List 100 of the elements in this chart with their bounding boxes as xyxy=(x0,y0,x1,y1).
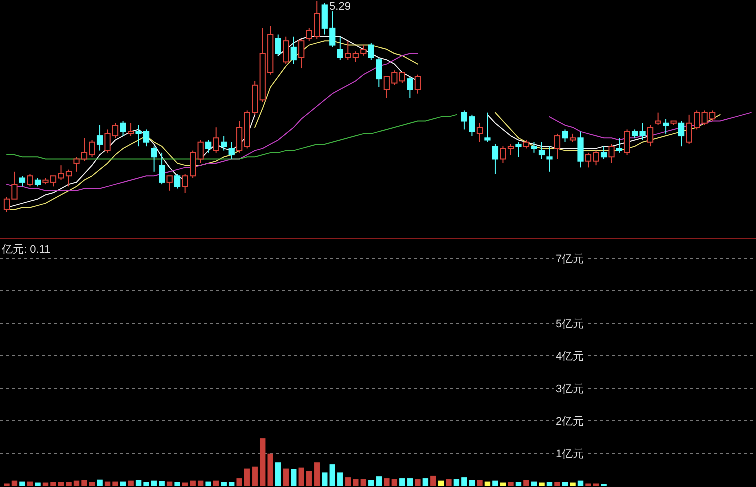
bar xyxy=(446,480,452,486)
bar xyxy=(384,478,390,486)
bar xyxy=(407,478,414,486)
bar xyxy=(198,480,204,486)
bar xyxy=(213,480,220,486)
annotation: 亿元: 0.11 xyxy=(1,244,51,256)
bar xyxy=(128,480,134,486)
bar xyxy=(276,462,282,486)
candlestick xyxy=(166,176,173,192)
bar xyxy=(430,476,436,486)
bar xyxy=(20,482,26,486)
candlestick xyxy=(228,142,235,160)
candlestick xyxy=(538,142,546,160)
candlestick xyxy=(151,146,158,172)
candlestick xyxy=(476,122,484,143)
candlestick xyxy=(275,34,282,56)
bar xyxy=(236,478,242,486)
bar xyxy=(166,482,173,486)
candlestick xyxy=(27,174,34,188)
candlestick xyxy=(19,176,26,188)
candlestick xyxy=(298,38,305,70)
candlestick xyxy=(158,152,166,186)
bar xyxy=(546,482,553,486)
bar xyxy=(477,480,483,486)
bar xyxy=(462,478,468,486)
candlestick xyxy=(290,36,297,65)
candlestick xyxy=(616,138,623,154)
bar xyxy=(228,482,235,486)
bar xyxy=(104,482,111,486)
bar xyxy=(206,482,212,486)
candlestick xyxy=(368,42,374,61)
candlestick xyxy=(516,142,522,158)
bar xyxy=(82,480,88,486)
candlestick xyxy=(221,136,228,152)
bar xyxy=(27,482,34,486)
bar xyxy=(415,480,421,486)
candlestick xyxy=(399,72,406,84)
bar xyxy=(570,482,576,486)
candlestick xyxy=(624,129,630,156)
candlestick xyxy=(484,112,491,143)
bar xyxy=(260,438,266,486)
bar xyxy=(554,482,560,486)
candlestick xyxy=(492,144,499,175)
bar xyxy=(516,482,522,486)
bar xyxy=(368,480,374,486)
bar xyxy=(454,480,460,486)
bar xyxy=(144,482,150,486)
candlestick xyxy=(96,124,104,152)
bar xyxy=(353,480,359,486)
y-tick-label: 2亿元 xyxy=(556,416,584,428)
bar xyxy=(283,468,289,486)
bar xyxy=(345,478,352,486)
bar xyxy=(136,480,142,486)
bar xyxy=(539,482,545,486)
bar xyxy=(66,482,72,486)
bar xyxy=(12,480,18,486)
candlestick xyxy=(213,127,220,154)
candlestick xyxy=(174,174,181,190)
bar xyxy=(531,482,538,486)
candlestick xyxy=(337,36,344,61)
bar xyxy=(268,454,274,486)
bar xyxy=(400,478,406,486)
bar xyxy=(50,482,56,486)
candlestick xyxy=(128,122,134,137)
bar xyxy=(74,480,80,486)
candlestick xyxy=(345,40,352,61)
bar xyxy=(376,476,382,486)
bar xyxy=(338,472,344,486)
candlestick xyxy=(554,133,561,160)
bar xyxy=(97,480,103,486)
bar xyxy=(484,482,491,486)
bar xyxy=(182,482,188,486)
candlestick xyxy=(647,124,654,148)
bar xyxy=(291,469,297,486)
y-tick-label: 7亿元 xyxy=(556,254,584,266)
bar xyxy=(562,482,568,486)
candlestick xyxy=(578,131,584,168)
candlestick xyxy=(283,36,290,65)
candlestick xyxy=(198,140,204,164)
bar xyxy=(252,466,258,486)
candlestick xyxy=(531,142,538,154)
bar xyxy=(151,480,158,486)
candlestick xyxy=(546,146,553,172)
bar xyxy=(360,480,367,486)
candlestick xyxy=(376,57,382,88)
bar xyxy=(438,480,444,486)
bar xyxy=(159,481,165,486)
bar xyxy=(244,468,250,486)
y-tick-label: 4亿元 xyxy=(556,351,584,363)
candlestick xyxy=(206,140,212,154)
y-tick-label: 1亿元 xyxy=(556,448,584,460)
bar xyxy=(190,480,196,486)
bar xyxy=(469,480,476,486)
bar xyxy=(524,480,530,486)
bar xyxy=(42,482,49,486)
bar xyxy=(492,480,498,486)
candlestick xyxy=(414,74,421,94)
bar xyxy=(508,482,514,486)
candlestick xyxy=(655,112,662,126)
candlestick xyxy=(608,144,615,164)
